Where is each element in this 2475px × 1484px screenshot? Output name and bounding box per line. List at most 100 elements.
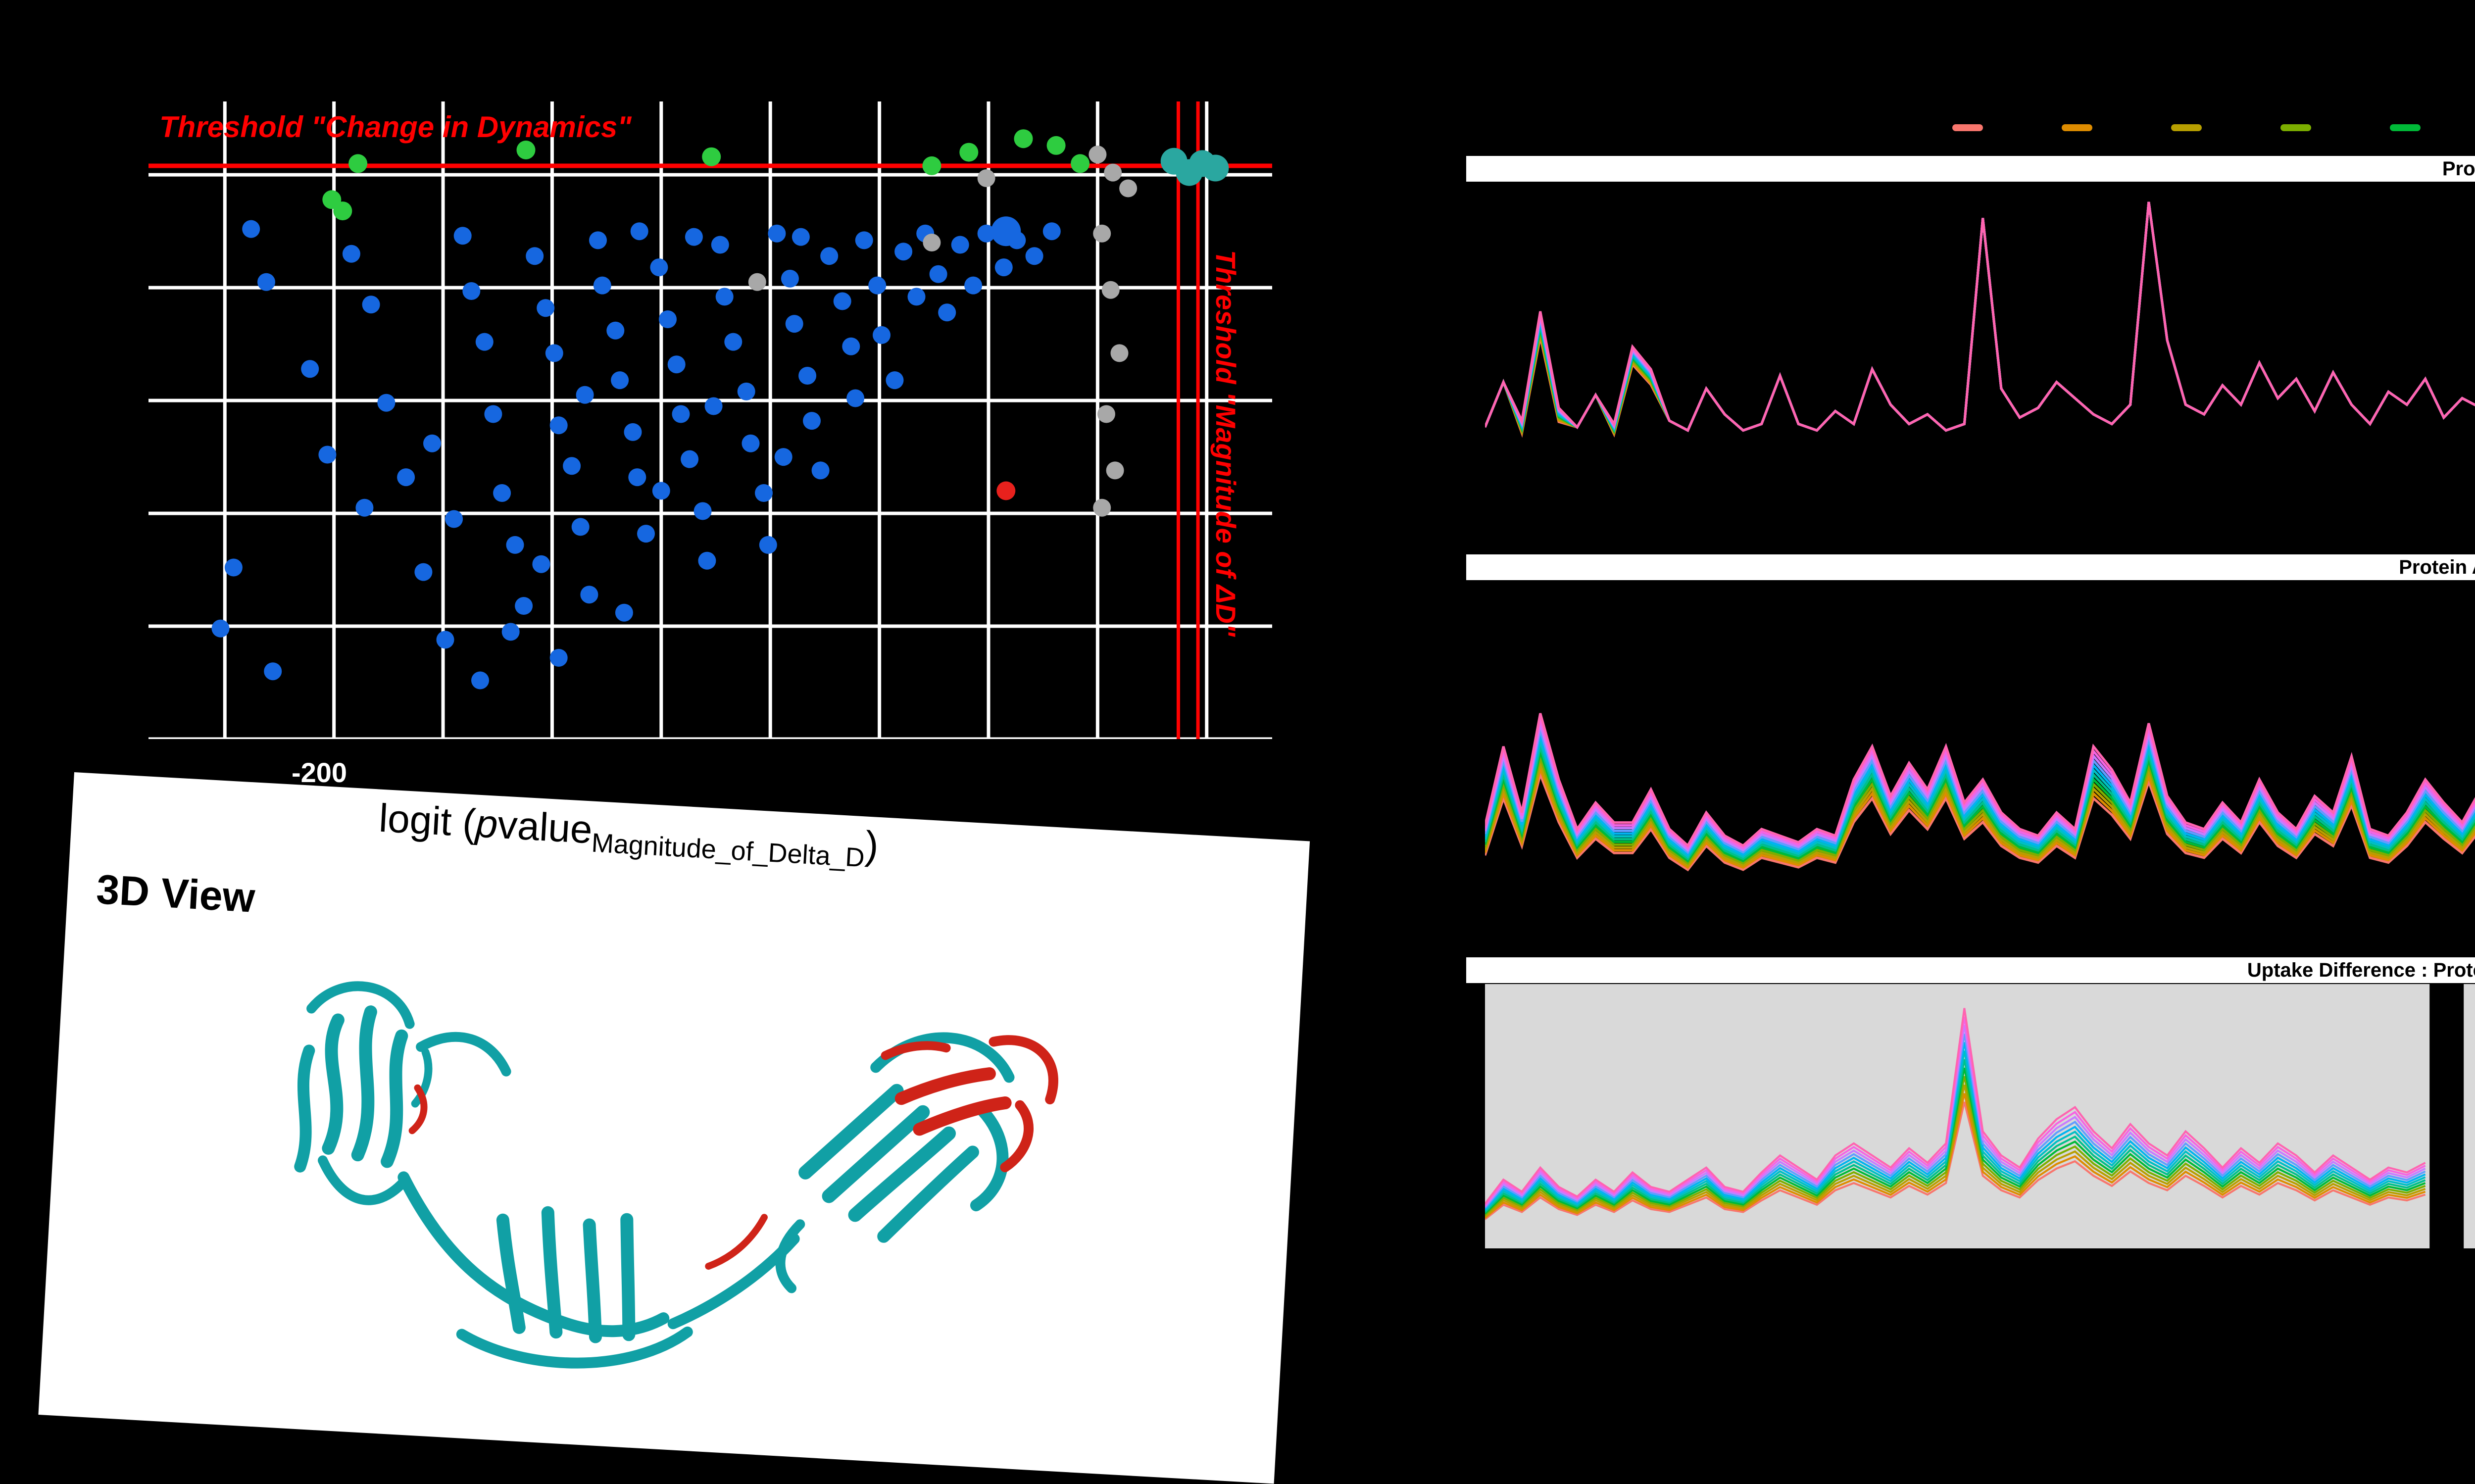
scatter-point[interactable] [1110,344,1129,362]
scatter-point[interactable] [571,518,590,536]
scatter-point[interactable] [798,367,817,385]
scatter-point[interactable] [580,586,598,604]
scatter-point[interactable] [923,234,941,251]
scatter-point[interactable] [1119,179,1138,198]
scatter-point[interactable] [355,498,374,517]
scatter-point[interactable] [698,551,716,570]
legend-dash-5[interactable] [2389,124,2421,131]
scatter-point[interactable] [894,243,913,261]
scatter-point[interactable] [681,450,699,468]
scatter-point[interactable] [414,563,433,581]
scatter-point[interactable] [1093,224,1111,243]
scatter-point[interactable] [257,273,275,291]
scatter-point[interactable] [922,156,941,175]
uptake-difference-chart[interactable] [1485,984,2475,1248]
scatter-point[interactable] [820,247,839,265]
scatter-point[interactable] [377,394,396,412]
scatter-point[interactable] [938,303,956,322]
scatter-point[interactable] [1101,281,1120,299]
scatter-point[interactable] [1093,498,1111,517]
scatter-point[interactable] [991,216,1021,247]
scatter-point[interactable] [264,662,282,681]
scatter-point[interactable] [977,169,995,187]
legend-dash-1[interactable] [1952,124,1983,131]
scatter-point[interactable] [959,143,979,162]
scatter-point[interactable] [702,147,721,166]
scatter-point[interactable] [493,484,511,502]
scatter-point[interactable] [453,227,472,245]
scatter-point[interactable] [611,371,629,390]
scatter-point[interactable] [855,231,873,249]
scatter-point[interactable] [471,671,489,690]
scatter-point[interactable] [526,247,544,265]
scatter-point[interactable] [659,310,677,328]
uptake-chart-protein-a[interactable] [1485,185,2475,530]
scatter-point[interactable] [951,236,969,254]
scatter-point[interactable] [907,288,926,306]
scatter-point[interactable] [301,360,319,378]
scatter-point[interactable] [549,648,568,667]
scatter-point[interactable] [886,371,904,390]
scatter-point[interactable] [1071,154,1090,173]
scatter-point[interactable] [724,333,742,351]
scatter-point[interactable] [811,461,830,480]
scatter-point[interactable] [785,315,803,333]
scatter-point[interactable] [549,416,568,435]
scatter-point[interactable] [693,502,712,520]
scatter-point[interactable] [1042,222,1061,241]
scatter-point[interactable] [318,445,337,464]
scatter-point[interactable] [650,258,668,277]
scatter-point[interactable] [615,603,633,622]
scatter-point[interactable] [516,141,536,159]
scatter-point[interactable] [842,337,860,355]
scatter-point[interactable] [628,468,646,487]
scatter-point[interactable] [737,382,755,400]
scatter-point[interactable] [484,405,502,423]
scatter-point[interactable] [774,448,792,466]
scatter-point[interactable] [711,236,729,254]
scatter-point[interactable] [964,276,983,295]
volcano-plot[interactable] [148,101,1272,739]
scatter-point[interactable] [462,282,481,300]
scatter-point[interactable] [742,434,760,452]
scatter-point[interactable] [606,321,625,340]
scatter-point[interactable] [781,269,799,288]
scatter-point[interactable] [759,536,777,554]
scatter-point[interactable] [545,344,563,362]
scatter-point[interactable] [1014,129,1033,148]
scatter-point[interactable] [224,558,243,577]
scatter-point[interactable] [833,292,851,310]
scatter-point[interactable] [994,258,1013,277]
scatter-point[interactable] [748,273,766,291]
protein-ribbon-viewer[interactable] [167,928,1173,1467]
scatter-point[interactable] [537,299,555,317]
scatter-point[interactable] [593,276,611,295]
scatter-point[interactable] [576,386,594,404]
scatter-point[interactable] [423,434,441,452]
scatter-point[interactable] [803,412,821,430]
scatter-point[interactable] [1097,405,1115,423]
scatter-point[interactable] [637,525,655,543]
scatter-point[interactable] [704,397,723,415]
scatter-point[interactable] [768,224,786,243]
legend-dash-2[interactable] [2061,124,2092,131]
scatter-point[interactable] [515,597,533,615]
scatter-point[interactable] [362,296,380,314]
scatter-point[interactable] [929,265,947,283]
scatter-point[interactable] [755,484,773,502]
scatter-point[interactable] [475,333,494,351]
scatter-point[interactable] [211,619,230,638]
scatter-point[interactable] [873,326,891,344]
scatter-point[interactable] [996,481,1016,500]
scatter-point[interactable] [977,224,995,243]
scatter-point[interactable] [715,288,734,306]
scatter-point[interactable] [667,355,686,374]
scatter-point[interactable] [501,623,520,641]
legend-dash-4[interactable] [2280,124,2311,131]
scatter-point[interactable] [846,389,865,407]
scatter-point[interactable] [1106,461,1124,480]
scatter-point[interactable] [532,555,550,573]
scatter-point[interactable] [397,468,415,487]
scatter-point[interactable] [624,423,642,441]
scatter-point[interactable] [436,631,454,649]
